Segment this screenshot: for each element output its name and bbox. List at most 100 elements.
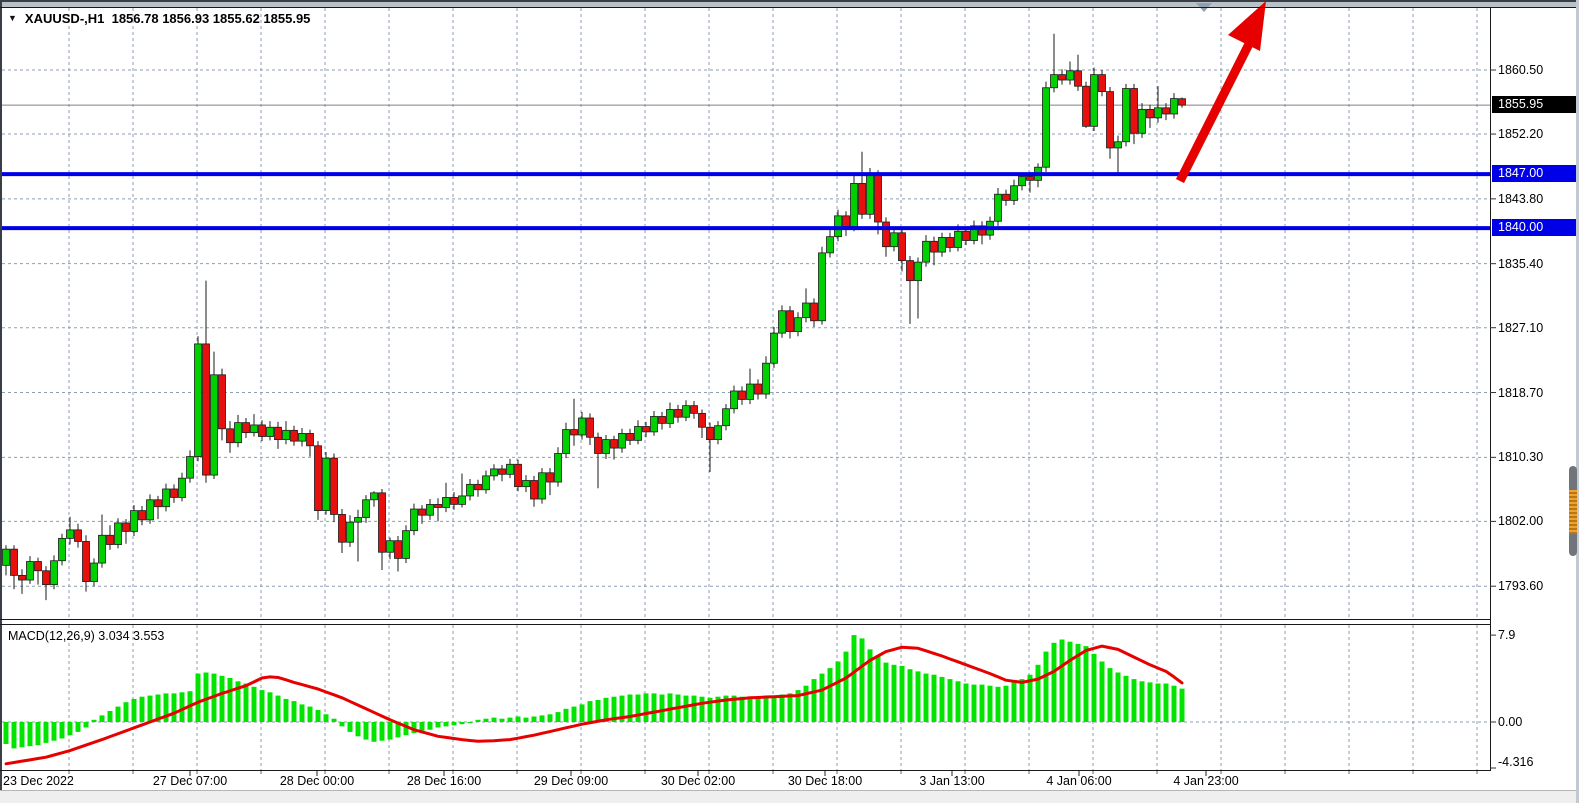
candle-body [890,232,898,248]
macd-histogram-bar [907,669,913,722]
macd-histogram-bar [635,694,641,722]
macd-histogram-bar [595,700,601,722]
candle-body [602,439,610,454]
candle-body [1002,193,1010,201]
candle [530,475,538,507]
candle-body [170,488,178,498]
macd-histogram-bar [275,695,281,722]
candle [466,478,474,501]
macd-histogram-bar [1027,674,1033,722]
macd-histogram-bar [1139,681,1145,722]
candle-body [770,332,778,364]
right-scrollbar-thumb[interactable] [1569,466,1577,556]
candle-body [1162,107,1170,115]
candle-body [650,416,658,433]
candle-body [370,492,378,501]
macd-histogram-bar [651,693,657,722]
chevron-down-icon[interactable]: ▼ [8,13,17,23]
macd-histogram-bar [1011,682,1017,722]
candle [834,209,842,242]
trend-arrow-shaft[interactable] [1175,37,1256,184]
candle-body [258,424,266,437]
candle-body [898,232,906,261]
candle-body [610,439,618,449]
macd-histogram-bar [1019,679,1025,722]
trend-arrow-head[interactable] [1228,1,1266,51]
candle-body [1074,70,1082,87]
candle-body [42,570,50,586]
candle-body [994,193,1002,222]
candle [298,428,306,447]
macd-histogram-bar [715,696,721,722]
candle [450,492,458,510]
price-axis-label: 1835.40 [1498,256,1544,271]
macd-histogram-bar [835,661,841,722]
candle-body [234,422,242,444]
candle-body [466,483,474,497]
macd-histogram-bar [315,709,321,722]
time-axis-label: 29 Dec 09:00 [533,774,609,788]
candle-body [1090,74,1098,127]
macd-histogram-bar [467,722,473,724]
candle-body [82,541,90,582]
macd-histogram-bar [563,708,569,722]
candle-body [962,230,970,241]
price-axis-label: 1860.50 [1498,63,1544,77]
candle-body [858,183,866,215]
candle [146,494,154,524]
candle-body [50,560,58,586]
macd-histogram-bar [27,722,33,747]
candle-body [1106,91,1114,149]
candle [1106,86,1114,159]
macd-histogram-bar [347,722,353,732]
candle-body [2,548,10,566]
candle-body [586,417,594,438]
macd-histogram-bar [851,635,857,722]
candle [130,505,138,537]
candle [914,257,922,319]
candle-body [418,508,426,516]
candle [778,305,786,338]
macd-histogram-bar [43,722,49,743]
candle [10,545,18,590]
macd-histogram-bar [1147,682,1153,722]
candle-body [698,412,706,428]
macd-axis-label: 0.00 [1498,715,1523,729]
window-top-border [0,0,1579,7]
macd-histogram-bar [1035,664,1041,722]
macd-histogram-bar [987,685,993,722]
macd-histogram-bar [227,678,233,722]
candle [978,221,986,245]
macd-histogram-bar [691,695,697,722]
candle-body [914,261,922,282]
price-axis-label: 1843.80 [1498,191,1544,206]
candle-body [74,529,82,542]
candle [642,421,650,438]
candle-body [762,362,770,395]
candle [994,188,1002,226]
candle [946,232,954,253]
candle [394,536,402,572]
macd-histogram-bar [1155,683,1161,722]
candle [706,422,714,473]
candle [690,401,698,419]
candle-body [1050,74,1058,89]
candle-body [18,574,26,581]
candle [874,170,882,235]
candle-body [138,510,146,521]
candle-body [826,236,834,254]
time-axis-label: 23 Dec 2022 [3,774,74,788]
candle [442,482,450,513]
candle [50,555,58,590]
candle [338,509,346,554]
candle-body [1026,176,1034,181]
candle-body [1098,74,1106,93]
candle-body [802,302,810,319]
candle [730,385,738,414]
candle [754,379,762,400]
candle-body [1114,141,1122,149]
macd-histogram-bar [603,697,609,722]
macd-histogram-bar [235,681,241,722]
candle-body [738,390,746,400]
macd-histogram-bar [859,638,865,722]
